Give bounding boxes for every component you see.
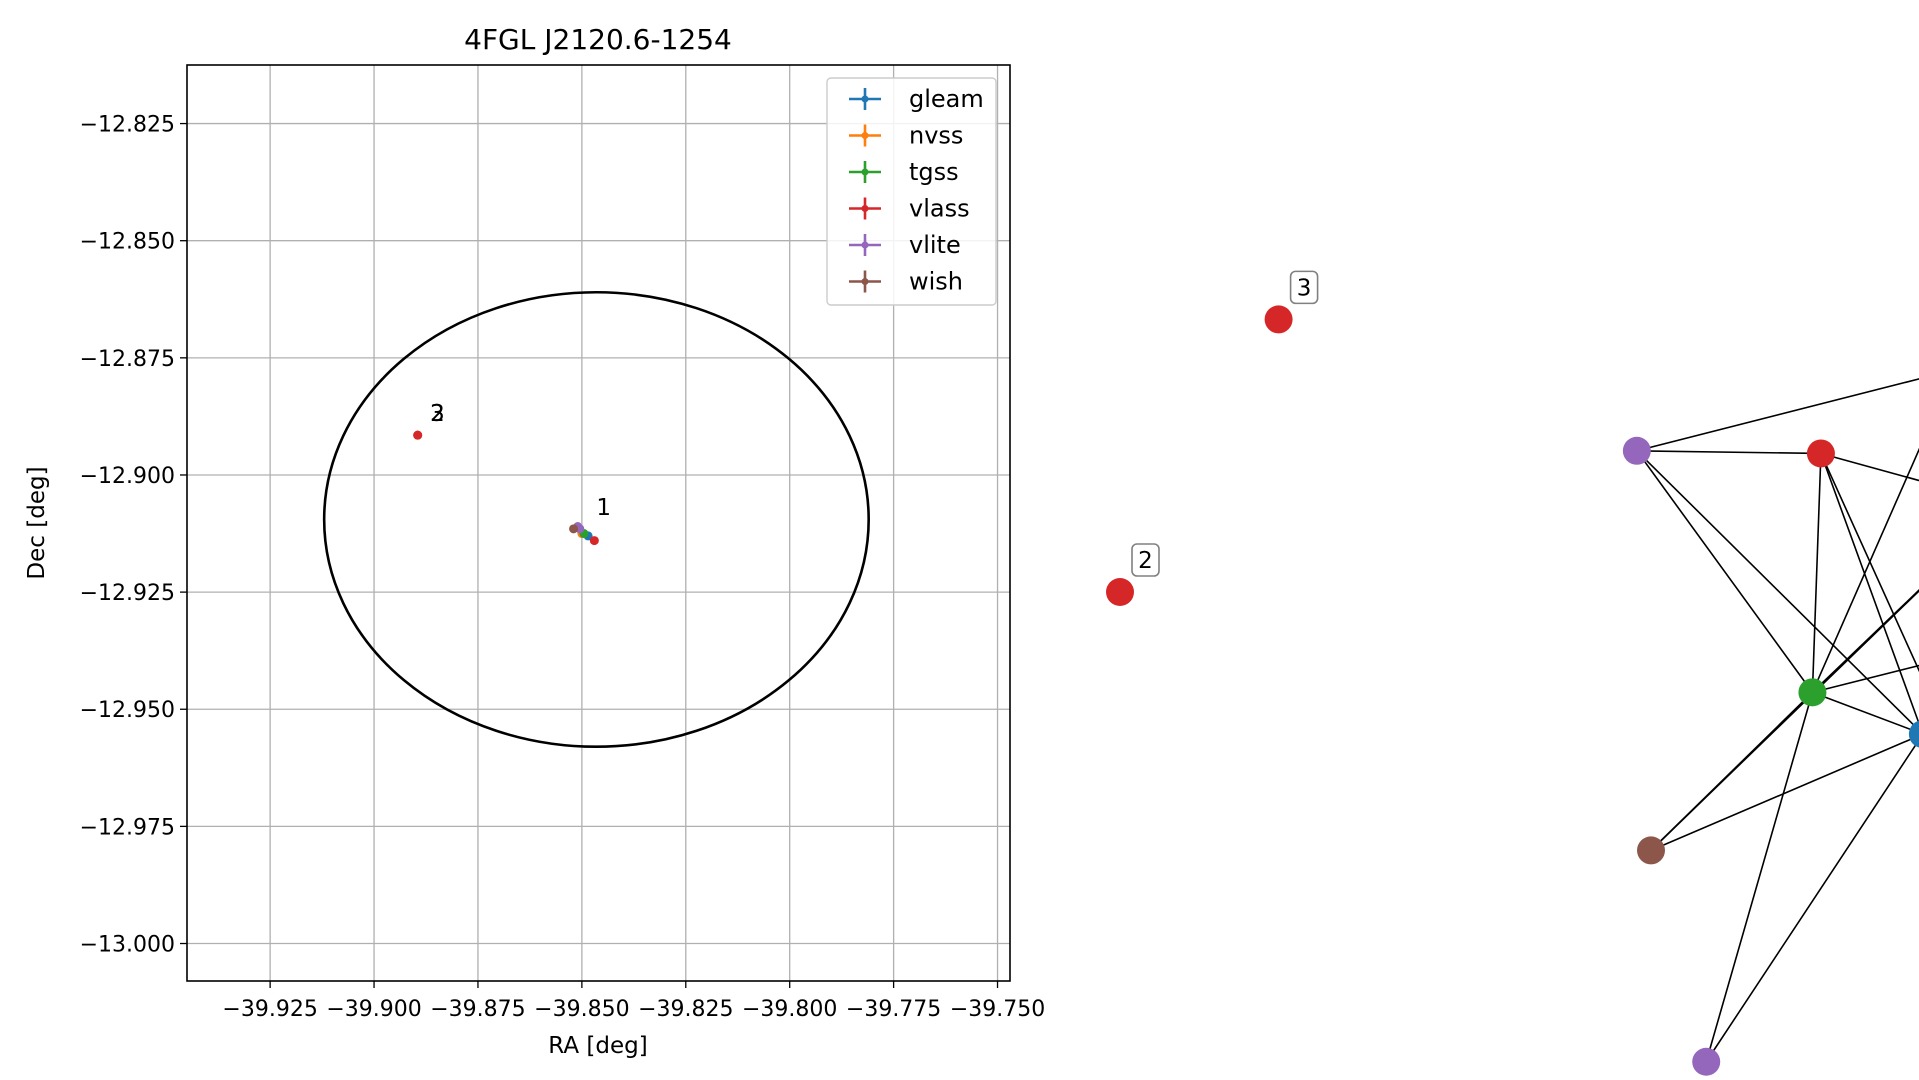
nodes-layer (1106, 305, 1919, 1076)
x-tick-label: −39.750 (950, 997, 1045, 1022)
legend-marker-vlite (861, 241, 869, 249)
graph-node (1637, 836, 1665, 865)
x-tick-label: −39.800 (742, 997, 837, 1022)
legend-label-tgss: tgss (909, 158, 959, 186)
graph-node (1106, 578, 1134, 606)
uncertainty-ellipse (322, 290, 870, 749)
y-tick-label: −12.875 (80, 347, 175, 372)
edges-layer (1636, 378, 1919, 1063)
legend-marker-vlass (861, 205, 869, 212)
legend-label-gleam: gleam (909, 85, 984, 113)
graph-node (1908, 720, 1919, 748)
legend-marker-nvss (861, 132, 869, 139)
legend-label-wish: wish (909, 268, 963, 296)
y-tick-label: −12.925 (80, 581, 175, 606)
graph-edge (1636, 450, 1814, 693)
point-wish (569, 524, 579, 534)
y-tick-label: −12.950 (80, 698, 175, 723)
point-label-2: 2 (430, 401, 445, 427)
y-axis-label: Dec [deg] (24, 466, 50, 579)
graph-edge (1820, 452, 1919, 482)
legend-marker-gleam (861, 95, 869, 103)
node-labels-layer: 123 (1131, 270, 1319, 577)
x-axis-ticks: −39.925 −39.900 −39.875 −39.850 −39.825 −39.8… (222, 981, 1045, 1022)
graph-edge (1650, 589, 1919, 851)
legend-marker-tgss (861, 168, 869, 176)
x-tick-label: −39.775 (846, 997, 941, 1022)
legend: gleam nvss tgss vlass vlite wish (826, 77, 997, 306)
graph-edge (1636, 450, 1821, 455)
x-tick-label: −39.925 (222, 997, 317, 1022)
graph-node (1622, 436, 1651, 465)
y-tick-label: −12.850 (80, 230, 175, 255)
legend-label-vlass: vlass (909, 195, 970, 223)
y-tick-label: −12.900 (80, 464, 175, 489)
graph-node (1798, 678, 1827, 707)
x-axis-label: RA [deg] (548, 1033, 647, 1059)
legend-label-vlite: vlite (909, 231, 961, 259)
graph-edge (1650, 691, 1813, 851)
y-tick-label: −13.000 (80, 933, 175, 958)
legend-marker-wish (861, 278, 869, 285)
network-panel: 123 (1106, 270, 1919, 1076)
x-tick-label: −39.850 (534, 997, 629, 1022)
point-label-3: 3 (430, 401, 445, 427)
graph-edge (1636, 378, 1919, 452)
graph-edge (1636, 450, 1919, 732)
graph-node (1692, 1047, 1721, 1076)
y-axis-ticks: −12.825 −12.850 −12.875 −12.900 −12.925 −12.9… (80, 113, 187, 958)
scatter-panel: 4FGL J2120.6-1254 123 −39.925 −39.900 −39.… (24, 23, 1045, 1059)
point-labels-layer: 1 23 (430, 401, 611, 521)
point-vlass (413, 430, 423, 440)
graph-edge (1820, 453, 1919, 673)
points-layer (413, 430, 599, 546)
node-label-2: 2 (1138, 548, 1153, 574)
node-label-box-3 (1289, 270, 1319, 305)
plot-frame (186, 64, 1011, 982)
point-label-1: 1 (596, 495, 611, 521)
point-vlass (589, 536, 599, 546)
graph-edge (1811, 589, 1919, 693)
node-label-3: 3 (1297, 275, 1312, 301)
graph-edge (1705, 738, 1919, 1063)
legend-items: gleam nvss tgss vlass vlite wish (849, 85, 984, 296)
graph-edge (1705, 692, 1814, 1062)
y-tick-label: −12.825 (80, 113, 175, 138)
graph-edge (1812, 664, 1919, 694)
point-vlite (575, 524, 585, 534)
graph-node (1806, 439, 1835, 468)
x-tick-label: −39.900 (326, 997, 421, 1022)
graph-edge (1650, 734, 1919, 852)
grid (187, 65, 1010, 981)
graph-node (1264, 305, 1293, 334)
uncertainty-ellipse-layer (322, 290, 870, 749)
x-tick-label: −39.825 (638, 997, 733, 1022)
chart-title: 4FGL J2120.6-1254 (464, 23, 732, 56)
x-tick-label: −39.875 (430, 997, 525, 1022)
graph-edge (1820, 453, 1919, 726)
y-tick-label: −12.975 (80, 815, 175, 840)
graph-edge (1812, 691, 1919, 734)
node-label-box-2 (1131, 543, 1160, 577)
graph-edge (1811, 453, 1822, 693)
legend-label-nvss: nvss (909, 122, 963, 150)
graph-edge (1811, 447, 1919, 693)
